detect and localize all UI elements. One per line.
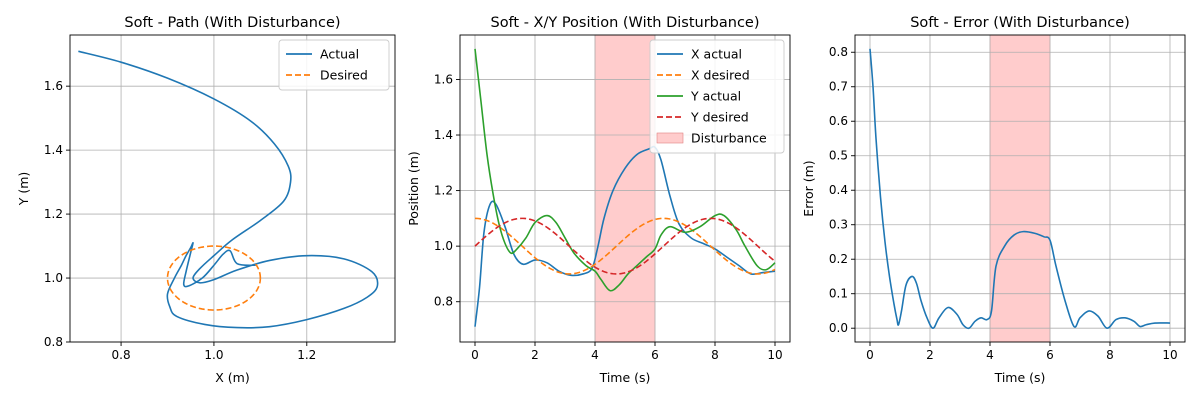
x-tick-label: 4 <box>591 348 599 362</box>
x-axis-label: Time (s) <box>994 370 1046 385</box>
legend: X actual X desired Y actual Y desired Distur… <box>649 39 785 154</box>
y-tick-label: 1.0 <box>434 239 453 253</box>
x-tick-label: 1.2 <box>297 348 316 362</box>
y-tick-label: 1.4 <box>434 128 453 142</box>
x-axis-label: Time (s) <box>599 370 651 385</box>
y-tick-label: 0.8 <box>44 335 63 349</box>
series-group <box>78 50 379 329</box>
legend-label: Y desired <box>690 110 749 125</box>
x-tick-label: 2 <box>531 348 539 362</box>
chart-panel-1: 0.8 1.0 1.2 0.8 1.0 1.2 1.4 1.6 Soft - Path (Wit… <box>16 15 396 385</box>
y-axis-label: Error (m) <box>801 160 816 216</box>
y-axis-label: Y (m) <box>16 172 31 207</box>
y-tick-label: 1.2 <box>44 207 63 221</box>
legend-swatch-disturbance <box>656 132 684 144</box>
x-tick-label: 10 <box>1162 348 1177 362</box>
x-tick-label: 0.8 <box>112 348 131 362</box>
y-tick-label: 1.4 <box>44 143 63 157</box>
y-tick-label: 1.6 <box>44 79 63 93</box>
x-tick-label: 6 <box>1046 348 1054 362</box>
x-tick-label: 2 <box>926 348 934 362</box>
series-line-error <box>869 48 1171 330</box>
y-tick-label: 1.0 <box>44 271 63 285</box>
axes-frame <box>69 34 396 343</box>
axes-frame <box>854 34 1186 343</box>
series-line-y-actual <box>474 48 776 292</box>
axes-frame <box>459 34 791 343</box>
legend-label: X actual <box>691 47 742 62</box>
x-tick-label: 1.0 <box>204 348 223 362</box>
chart-title: Soft - X/Y Position (With Disturbance) <box>490 15 759 31</box>
y-tick-label: 1.6 <box>434 72 453 86</box>
disturbance-band <box>594 34 656 343</box>
y-tick-label: 0.8 <box>829 45 848 59</box>
y-tick-label: 0.6 <box>829 114 848 128</box>
y-tick-label: 1.2 <box>434 184 453 198</box>
chart-panel-3: 0 2 4 6 8 10 0.0 0.1 0.2 0.3 0.4 0.5 0.6 0.7 0.8 Soft -… <box>801 15 1186 385</box>
x-tick-label: 8 <box>1106 348 1114 362</box>
legend: Actual Desired <box>278 39 390 91</box>
y-tick-label: 0.4 <box>829 183 848 197</box>
x-tick-label: 0 <box>866 348 874 362</box>
series-line-y-desired <box>474 217 776 275</box>
series-line-x-desired <box>474 217 776 275</box>
series-group <box>869 48 1171 330</box>
chart-panel-2: 0 2 4 6 8 10 0.8 1.0 1.2 1.4 1.6 Soft - X/Y Positio… <box>406 15 791 385</box>
chart-title: Soft - Error (With Disturbance) <box>910 15 1130 31</box>
legend-label: Disturbance <box>691 131 767 146</box>
x-tick-label: 10 <box>767 348 782 362</box>
series-group <box>474 48 776 327</box>
x-tick-label: 8 <box>711 348 719 362</box>
legend-label: Y actual <box>690 89 741 104</box>
y-axis-label: Position (m) <box>406 151 421 226</box>
x-axis-label: X (m) <box>215 370 249 385</box>
y-tick-label: 0.1 <box>829 287 848 301</box>
x-tick-label: 4 <box>986 348 994 362</box>
legend-label: Desired <box>320 68 368 83</box>
series-line-actual <box>78 50 379 329</box>
chart-title: Soft - Path (With Disturbance) <box>124 15 340 31</box>
y-tick-label: 0.3 <box>829 218 848 232</box>
x-tick-label: 6 <box>651 348 659 362</box>
y-tick-label: 0.0 <box>829 321 848 335</box>
x-tick-label: 0 <box>471 348 479 362</box>
y-tick-label: 0.8 <box>434 295 453 309</box>
disturbance-band <box>989 34 1051 343</box>
legend-box <box>649 39 785 154</box>
series-line-desired <box>166 245 262 311</box>
legend-label: Actual <box>320 47 359 62</box>
y-tick-label: 0.2 <box>829 252 848 266</box>
legend-box <box>278 39 390 91</box>
y-tick-label: 0.5 <box>829 149 848 163</box>
legend-label: X desired <box>691 68 750 83</box>
y-tick-label: 0.7 <box>829 80 848 94</box>
